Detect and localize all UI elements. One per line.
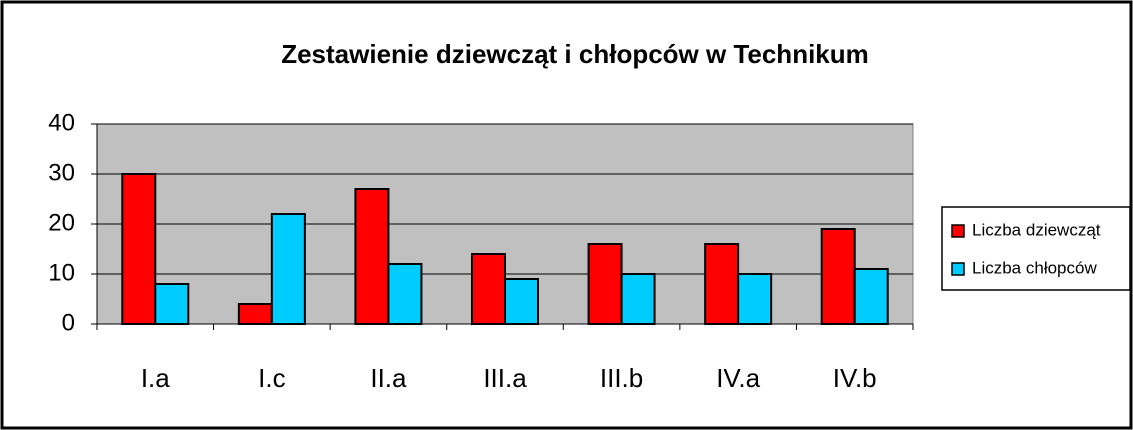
bar: [737, 273, 773, 325]
y-tick-label: 20: [48, 209, 75, 236]
y-tick-label: 30: [48, 159, 75, 186]
x-tick-label: I.c: [258, 363, 285, 393]
bar: [587, 243, 623, 325]
bar: [504, 278, 539, 325]
y-tick-label: 10: [48, 259, 75, 286]
bar: [620, 273, 656, 325]
bar: [853, 268, 889, 325]
bar: [237, 303, 273, 325]
legend-label: Liczba chłopców: [972, 258, 1097, 277]
legend: [941, 206, 1131, 291]
bar: [471, 253, 506, 325]
bar: [270, 213, 306, 325]
chart-title: Zestawienie dziewcząt i chłopców w Techn…: [281, 39, 869, 69]
bar: [354, 188, 390, 325]
bar: [820, 228, 856, 325]
legend-swatch: [951, 262, 965, 276]
legend-label: Liczba dziewcząt: [972, 220, 1101, 239]
y-tick-label: 0: [62, 309, 75, 336]
bar: [704, 243, 740, 325]
bar: [121, 173, 157, 325]
x-tick-label: IV.b: [833, 363, 877, 393]
bar: [387, 263, 423, 325]
y-tick-label: 40: [48, 109, 75, 136]
x-tick-label: I.a: [141, 363, 170, 393]
x-tick-label: III.b: [600, 363, 643, 393]
x-tick-label: III.a: [483, 363, 527, 393]
bar: [154, 283, 190, 325]
x-tick-label: II.a: [370, 363, 407, 393]
x-tick-label: IV.a: [716, 363, 760, 393]
legend-swatch: [951, 224, 965, 238]
